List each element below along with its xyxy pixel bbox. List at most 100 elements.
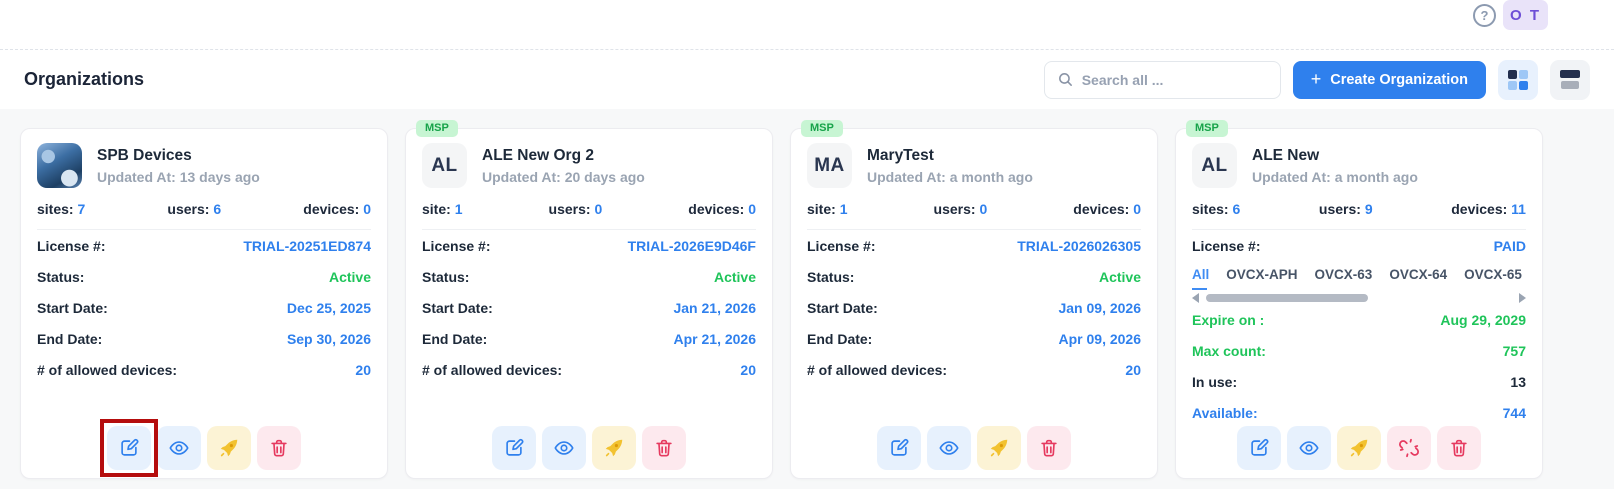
- end-date-label: End Date:: [807, 330, 873, 347]
- eye-icon: [169, 441, 189, 455]
- delete-button[interactable]: [642, 426, 686, 470]
- org-card-ale-new[interactable]: MSP AL ALE New Updated At: a month ago s…: [1175, 120, 1543, 479]
- users-label: users:: [933, 201, 976, 217]
- top-bar: ? O T: [0, 0, 1614, 50]
- org-title: MaryTest: [867, 146, 934, 164]
- status-row: Status: Active: [422, 261, 756, 292]
- view-button[interactable]: [157, 426, 201, 470]
- trash-icon: [1041, 439, 1057, 457]
- max-count-label: Max count:: [1192, 342, 1266, 359]
- search-box[interactable]: [1043, 60, 1281, 99]
- available-label: Available:: [1192, 404, 1258, 421]
- broken-link-icon: [1399, 438, 1419, 458]
- status-row: Status: Active: [807, 261, 1141, 292]
- org-card-ale-new-org-2[interactable]: MSP AL ALE New Org 2 Updated At: 20 days…: [405, 120, 773, 479]
- license-label: License #:: [1192, 237, 1261, 254]
- msp-badge: MSP: [416, 120, 458, 137]
- org-title: ALE New: [1252, 146, 1320, 164]
- launch-button[interactable]: [977, 426, 1021, 470]
- org-stats: site: 1 users: 0 devices: 0: [807, 201, 1141, 217]
- expire-row: Expire on : Aug 29, 2029: [1192, 304, 1526, 335]
- search-icon: [1058, 73, 1072, 86]
- start-date-value: Dec 25, 2025: [286, 299, 371, 316]
- eye-icon: [939, 441, 959, 455]
- launch-button[interactable]: [1337, 426, 1381, 470]
- org-updated-at: Updated At: a month ago: [1252, 168, 1418, 185]
- max-count-value: 757: [1502, 342, 1526, 359]
- devices-label: devices:: [688, 201, 745, 217]
- scroll-right-icon[interactable]: [1519, 293, 1526, 303]
- end-date-value: Sep 30, 2026: [286, 330, 371, 347]
- organizations-grid: SPB Devices Updated At: 13 days ago site…: [0, 109, 1614, 489]
- view-button[interactable]: [542, 426, 586, 470]
- devices-label: devices:: [303, 201, 360, 217]
- license-value: TRIAL-2026026305: [1017, 237, 1141, 254]
- delete-button[interactable]: [257, 426, 301, 470]
- devices-value: 0: [1133, 201, 1141, 217]
- org-card-marytest[interactable]: MSP MA MaryTest Updated At: a month ago …: [790, 120, 1158, 479]
- edit-icon: [1251, 438, 1269, 456]
- org-initials-avatar: AL: [422, 143, 467, 188]
- edit-icon: [121, 438, 139, 456]
- user-avatar[interactable]: O T: [1503, 0, 1548, 30]
- rocket-icon: [1350, 439, 1368, 457]
- sites-label: site:: [807, 201, 836, 217]
- scrollbar-thumb[interactable]: [1206, 294, 1369, 302]
- license-tab-ovcx-65[interactable]: OVCX-65: [1464, 267, 1522, 282]
- help-icon[interactable]: ?: [1473, 4, 1496, 27]
- status-row: Status: Active: [37, 261, 371, 292]
- users-value: 0: [594, 201, 603, 217]
- start-date-row: Start Date: Jan 09, 2026: [807, 292, 1141, 323]
- edit-button[interactable]: [492, 426, 536, 470]
- users-label: users:: [1318, 201, 1361, 217]
- scroll-left-icon[interactable]: [1192, 293, 1199, 303]
- scrollbar-track[interactable]: [1206, 294, 1512, 302]
- card-actions: [406, 426, 772, 470]
- sites-value: 1: [839, 201, 848, 217]
- view-button[interactable]: [1287, 426, 1331, 470]
- sites-value: 6: [1232, 201, 1241, 217]
- header-actions: + Create Organization: [1043, 59, 1590, 100]
- delete-button[interactable]: [1437, 426, 1481, 470]
- card-header: AL ALE New Org 2 Updated At: 20 days ago: [422, 143, 756, 188]
- max-count-row: Max count: 757: [1192, 335, 1526, 366]
- license-tab-all[interactable]: All: [1192, 267, 1209, 290]
- org-card-spb-devices[interactable]: SPB Devices Updated At: 13 days ago site…: [20, 128, 388, 479]
- grid-view-toggle[interactable]: [1498, 59, 1538, 100]
- end-date-label: End Date:: [422, 330, 488, 347]
- trash-icon: [1451, 439, 1467, 457]
- allowed-devices-label: # of allowed devices:: [422, 361, 563, 378]
- list-view-toggle[interactable]: [1550, 59, 1590, 100]
- divider: [1192, 229, 1526, 230]
- edit-button[interactable]: [877, 426, 921, 470]
- launch-button[interactable]: [592, 426, 636, 470]
- end-date-row: End Date: Apr 09, 2026: [807, 323, 1141, 354]
- create-organization-button[interactable]: + Create Organization: [1292, 60, 1486, 99]
- license-row: License #: TRIAL-20251ED874: [37, 230, 371, 261]
- search-input[interactable]: [1081, 71, 1268, 88]
- edit-button[interactable]: [107, 426, 151, 470]
- card-header: MA MaryTest Updated At: a month ago: [807, 143, 1141, 188]
- end-date-value: Apr 09, 2026: [1058, 330, 1142, 347]
- license-tab-ovcx-64[interactable]: OVCX-64: [1389, 267, 1448, 282]
- msp-badge: MSP: [1186, 120, 1228, 137]
- org-photo-avatar: [37, 143, 82, 188]
- in-use-row: In use: 13: [1192, 366, 1526, 397]
- start-date-label: Start Date:: [37, 299, 108, 316]
- status-label: Status:: [37, 268, 85, 285]
- list-view-icon: [1560, 70, 1580, 89]
- unlink-button[interactable]: [1387, 426, 1431, 470]
- eye-icon: [1299, 441, 1319, 455]
- card-actions: [21, 419, 387, 477]
- view-button[interactable]: [927, 426, 971, 470]
- launch-button[interactable]: [207, 426, 251, 470]
- delete-button[interactable]: [1027, 426, 1071, 470]
- devices-value: 0: [748, 201, 756, 217]
- end-date-label: End Date:: [37, 330, 103, 347]
- license-tab-ovcx-aph[interactable]: OVCX-APH: [1226, 267, 1298, 282]
- edit-button[interactable]: [1237, 426, 1281, 470]
- trash-icon: [656, 439, 672, 457]
- end-date-value: Apr 21, 2026: [673, 330, 757, 347]
- license-tab-ovcx-63[interactable]: OVCX-63: [1314, 267, 1373, 282]
- allowed-devices-row: # of allowed devices: 20: [807, 354, 1141, 385]
